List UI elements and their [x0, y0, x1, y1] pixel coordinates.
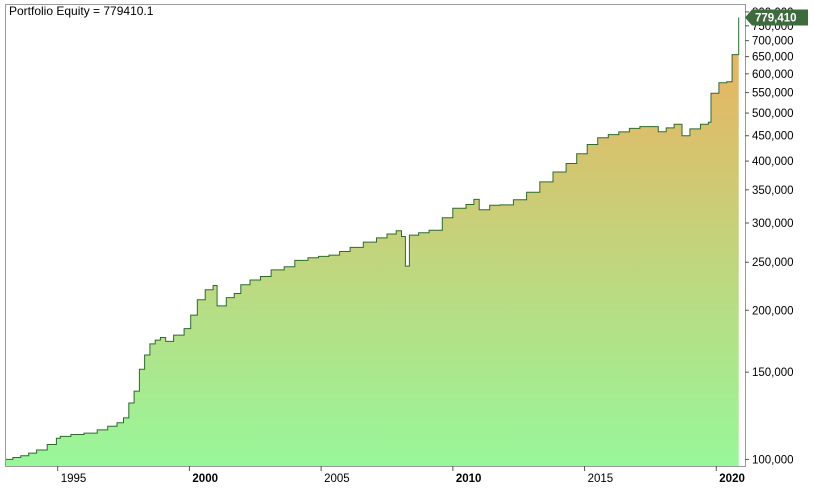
x-tick-label: 2000 — [192, 473, 218, 485]
x-tick-label: 2020 — [719, 473, 745, 485]
x-axis: 1995 2000 2005 2010 2015 2020 — [57, 466, 745, 485]
x-tick-label: 1995 — [61, 473, 87, 485]
y-tick-label: 700,000 — [752, 36, 794, 48]
equity-line — [5, 17, 740, 460]
chart-frame — [5, 4, 746, 467]
y-tick-label: 650,000 — [752, 52, 794, 64]
y-tick-label: 600,000 — [752, 69, 794, 81]
y-axis: 100,000 150,000 200,000 250,000 300,000 350,0… — [745, 7, 794, 466]
y-tick-label: 100,000 — [752, 454, 794, 466]
x-tick-label: 2005 — [324, 473, 350, 485]
y-tick-label: 450,000 — [752, 131, 794, 143]
plot-border — [5, 4, 746, 467]
y-tick-label: 550,000 — [752, 88, 794, 100]
equity-line-layer — [5, 17, 740, 460]
x-tick-label: 2010 — [456, 473, 482, 485]
y-tick-label: 400,000 — [752, 156, 794, 168]
y-tick-label: 300,000 — [752, 218, 794, 230]
last-value-tag: 779,410 — [745, 9, 808, 26]
last-value-label: 779,410 — [755, 13, 797, 25]
y-tick-label: 250,000 — [752, 257, 794, 269]
y-tick-label: 500,000 — [752, 108, 794, 120]
equity-area-fill — [5, 17, 739, 466]
y-tick-label: 150,000 — [752, 367, 794, 379]
last-value-marker — [745, 9, 808, 26]
x-tick-label: 2015 — [588, 473, 614, 485]
y-tick-label: 350,000 — [752, 185, 794, 197]
chart-title: Portfolio Equity = 779410.1 — [9, 4, 154, 18]
y-tick-label: 200,000 — [752, 305, 794, 317]
equity-area — [5, 17, 739, 466]
